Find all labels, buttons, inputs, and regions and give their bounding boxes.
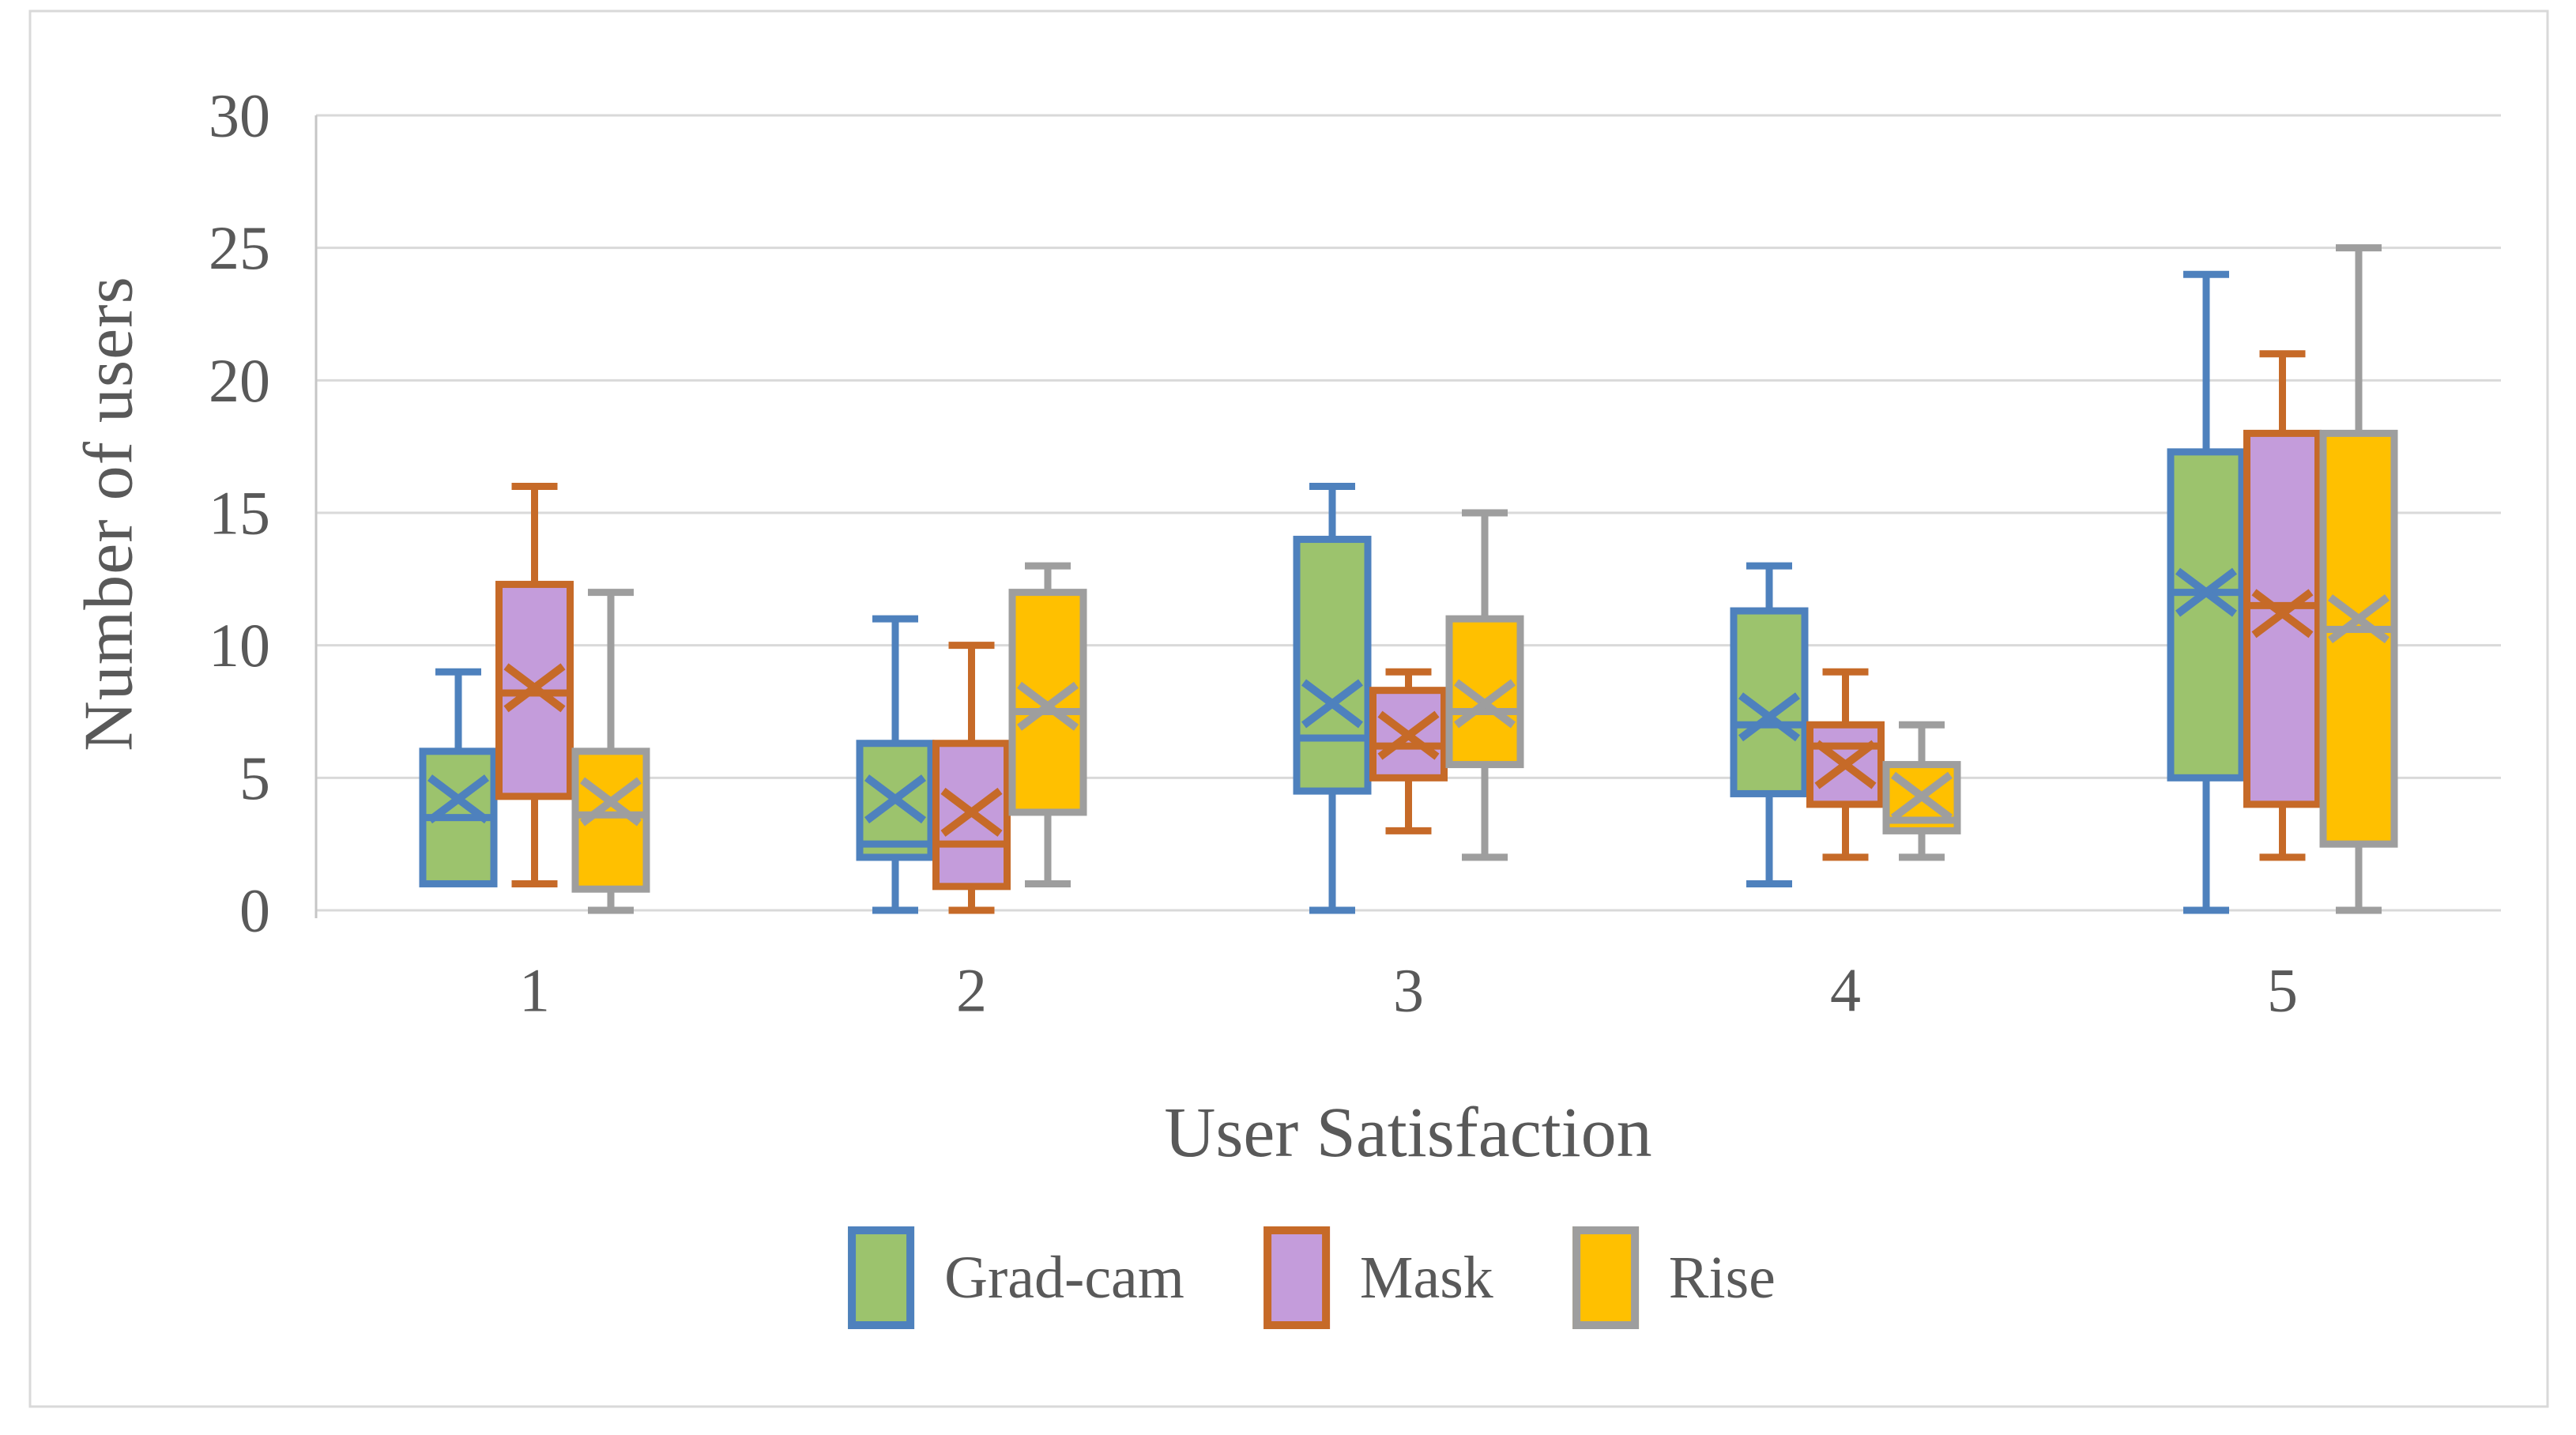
box-group-rise-cat2 — [1008, 562, 1087, 887]
figure-border — [28, 9, 2549, 1408]
mean-x-marker — [2175, 567, 2237, 617]
iqr-box — [1369, 687, 1448, 782]
mean-x-marker — [503, 663, 566, 713]
box-group-grad-cam-cat3 — [1293, 482, 1372, 914]
mean-x-marker — [1814, 740, 1877, 789]
mean-x-marker — [940, 787, 1003, 837]
y-tick-label-15: 15 — [209, 479, 270, 548]
box-group-grad-cam-cat2 — [856, 615, 935, 914]
legend-swatch-rise — [1572, 1226, 1639, 1329]
y-tick-label-30: 30 — [209, 81, 270, 150]
mean-x-marker — [1891, 771, 1953, 821]
x-axis-title: User Satisfaction — [1164, 1094, 1652, 1172]
x-tick-label-3: 3 — [1393, 956, 1424, 1025]
iqr-box — [1293, 536, 1372, 795]
mean-x-marker — [2328, 594, 2390, 644]
legend-label-mask: Mask — [1359, 1244, 1493, 1311]
box-group-mask-cat3 — [1369, 668, 1448, 834]
legend-label-rise: Rise — [1668, 1244, 1776, 1311]
x-tick-label-2: 2 — [956, 956, 987, 1025]
mean-x-marker — [427, 774, 490, 824]
y-tick-label-20: 20 — [209, 346, 270, 415]
mean-x-marker — [580, 777, 642, 827]
box-group-rise-cat3 — [1445, 509, 1524, 861]
y-tick-label-0: 0 — [239, 876, 270, 945]
x-tick-label-5: 5 — [2267, 956, 2298, 1025]
mean-x-marker — [1301, 679, 1363, 729]
box-group-grad-cam-cat1 — [419, 668, 498, 887]
box-group-grad-cam-cat5 — [2167, 270, 2246, 914]
mean-x-marker — [864, 774, 927, 824]
legend-label-grad-cam: Grad-cam — [944, 1244, 1184, 1311]
box-group-mask-cat5 — [2243, 350, 2322, 861]
mean-x-marker — [1377, 710, 1440, 760]
y-axis-title: Number of users — [70, 276, 148, 751]
box-group-rise-cat5 — [2319, 244, 2398, 914]
box-group-rise-cat4 — [1882, 721, 1961, 861]
legend-swatch-mask — [1263, 1226, 1330, 1329]
box-group-mask-cat2 — [932, 642, 1011, 914]
y-tick-label-10: 10 — [209, 611, 270, 680]
mean-x-marker — [1454, 679, 1516, 729]
iqr-box — [2243, 429, 2322, 808]
box-group-mask-cat4 — [1806, 668, 1885, 861]
mean-x-marker — [2251, 589, 2314, 638]
legend-swatch-grad-cam — [848, 1226, 915, 1329]
box-group-rise-cat1 — [571, 589, 650, 914]
legend-item-rise: Rise — [1572, 1226, 1776, 1329]
iqr-box — [1008, 589, 1087, 816]
x-tick-label-4: 4 — [1830, 956, 1861, 1025]
y-tick-label-25: 25 — [209, 213, 270, 282]
legend-item-mask: Mask — [1263, 1226, 1493, 1329]
legend: Grad-cam Mask Rise — [848, 1226, 1776, 1329]
box-group-mask-cat1 — [495, 482, 574, 887]
mean-x-marker — [1017, 681, 1079, 731]
iqr-box — [1445, 615, 1524, 769]
legend-item-grad-cam: Grad-cam — [848, 1226, 1184, 1329]
box-group-grad-cam-cat4 — [1730, 562, 1809, 887]
mean-x-marker — [1738, 692, 1800, 742]
y-tick-label-5: 5 — [239, 744, 270, 812]
x-tick-label-1: 1 — [519, 956, 550, 1025]
